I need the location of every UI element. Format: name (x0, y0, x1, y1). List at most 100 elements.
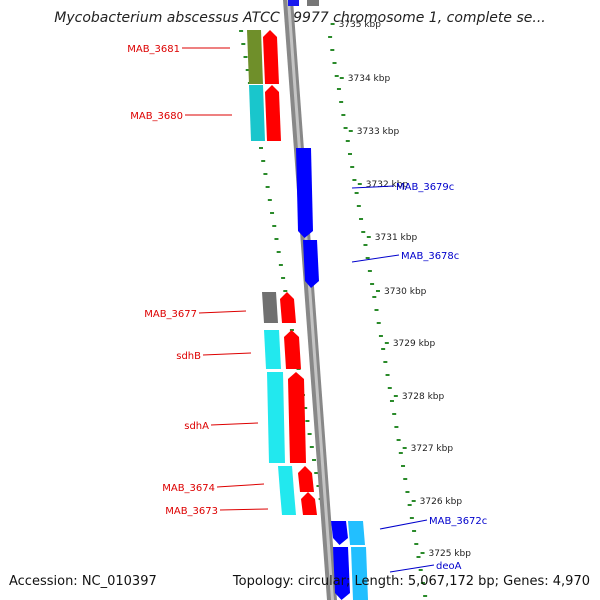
gene-name: sdhA (184, 421, 209, 432)
ruler-tick-right (341, 114, 346, 116)
genome-summary-text: Topology: circular; Length: 5,067,172 bp… (232, 574, 590, 589)
ruler-tick-right (409, 517, 414, 519)
ruler-label: 3735 kbp (339, 20, 382, 30)
gene-label-MAB_3680: MAB_3680 (130, 111, 232, 122)
ruler-tick-right (356, 205, 361, 207)
gene-label-MAB_3673: MAB_3673 (165, 506, 269, 517)
leader-line (379, 519, 428, 530)
ruler-tick-right (367, 270, 372, 272)
ruler-tick-left (245, 69, 250, 71)
ruler-label: 3731 kbp (375, 233, 418, 243)
cog-block (247, 30, 263, 84)
ruler-tick-right (405, 491, 410, 493)
ruler-tick-right (383, 361, 388, 363)
map-title: Mycobacterium abscessus ATCC 19977 chrom… (54, 10, 546, 26)
cog-block (267, 372, 285, 463)
gene-name: MAB_3681 (127, 44, 180, 55)
gene-label-MAB_3672c: MAB_3672c (379, 516, 487, 530)
ruler-tick-left (276, 251, 281, 253)
ruler-label: 3730 kbp (384, 287, 427, 297)
ruler-tick-right (407, 504, 412, 506)
ruler-label: 3725 kbp (429, 549, 472, 559)
ruler-tick-right (354, 192, 359, 194)
gene-label-sdhB: sdhB (176, 351, 252, 362)
ruler-tick-left (267, 199, 272, 201)
ruler-tick-right (347, 153, 352, 155)
ruler-tick-right (378, 335, 383, 337)
ruler-tick-right (343, 127, 348, 129)
ruler-tick-left (274, 238, 279, 240)
ruler-label: 3734 kbp (348, 74, 391, 84)
gene-arrow (301, 492, 317, 515)
ruler-tick-right (350, 166, 355, 168)
gene-label-MAB_3677: MAB_3677 (144, 309, 247, 320)
ruler-tick-right (352, 179, 357, 181)
leader-line (351, 254, 400, 263)
cog-block (351, 547, 368, 600)
leader-line (219, 508, 269, 511)
ruler-tick-right (336, 88, 341, 90)
ruler-tick-left (314, 472, 319, 474)
accession-text: Accession: NC_010397 (9, 574, 157, 589)
ruler-tick-right (420, 582, 425, 584)
gene-arrow (265, 85, 281, 141)
gene-name: MAB_3674 (162, 483, 215, 494)
gene-name: deoA (436, 561, 462, 572)
ruler-tick-left (263, 173, 268, 175)
gene-arrow (280, 292, 296, 323)
gene-arrow (296, 148, 313, 238)
leader-line (216, 483, 265, 488)
ruler-tick-left (272, 225, 277, 227)
cog-block (278, 466, 294, 492)
ruler-tick-left (265, 186, 270, 188)
gene-arrow (303, 240, 319, 288)
partial-feature (307, 0, 319, 6)
ruler-tick-right (374, 309, 379, 311)
ruler-tick-right (361, 231, 366, 233)
ruler-tick-left (239, 30, 244, 32)
gene-arrow (331, 521, 348, 545)
cog-block (264, 330, 281, 369)
ruler-label: 3728 kbp (402, 392, 445, 402)
ruler-tick-right (396, 439, 401, 441)
ruler-tick-right (423, 595, 428, 597)
partial-feature (288, 0, 299, 6)
gene-arrow (263, 30, 279, 84)
gene-name: MAB_3672c (429, 516, 487, 527)
ruler-tick-right (365, 257, 370, 259)
ruler-tick-right (392, 413, 397, 415)
gene-name: MAB_3673 (165, 506, 218, 517)
ruler-tick-right (334, 75, 339, 77)
ruler-tick-right (394, 426, 399, 428)
gene-arrow (333, 547, 350, 600)
gene-label-MAB_3678c: MAB_3678c (351, 251, 459, 263)
leader-line (210, 422, 259, 426)
ruler-tick-right (418, 569, 423, 571)
ruler-tick-right (414, 543, 419, 545)
ruler-tick-right (363, 244, 368, 246)
gene-label-deoA: deoA (389, 561, 462, 573)
leader-line (202, 352, 252, 356)
ruler-tick-right (339, 101, 344, 103)
cog-block (262, 292, 278, 323)
strand-track (263, 0, 350, 600)
ruler-tick-left (243, 56, 248, 58)
ruler-label: 3727 kbp (411, 444, 454, 454)
ruler-tick-right (412, 530, 417, 532)
ruler-tick-right (389, 400, 394, 402)
ruler-tick-right (416, 556, 421, 558)
ruler-tick-left (312, 459, 317, 461)
ruler-tick-right (398, 452, 403, 454)
ruler-tick-right (372, 296, 377, 298)
gene-name: sdhB (176, 351, 201, 362)
ruler-tick-left (305, 420, 310, 422)
ruler-tick-right (328, 36, 333, 38)
ruler-tick-left (303, 407, 308, 409)
ruler-tick-right (385, 374, 390, 376)
ruler-tick-left (309, 446, 314, 448)
gene-arrow (298, 466, 314, 492)
cog-block (348, 521, 365, 545)
gene-name: MAB_3677 (144, 309, 197, 320)
ruler-tick-right (376, 322, 381, 324)
ruler-label: 3726 kbp (420, 497, 463, 507)
